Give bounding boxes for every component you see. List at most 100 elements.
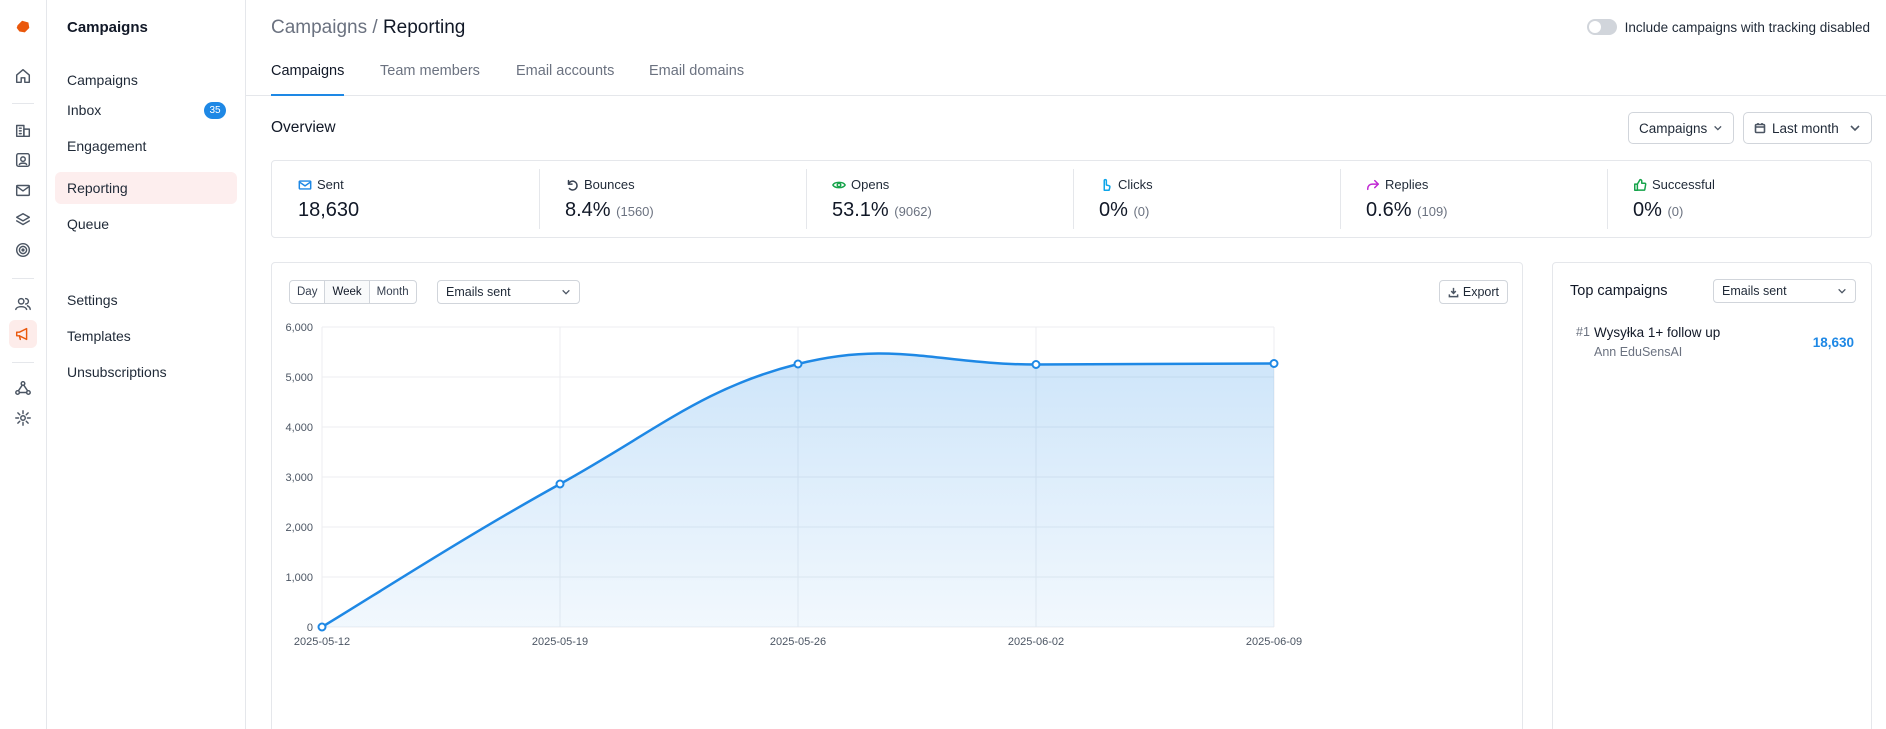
data-point[interactable] bbox=[793, 359, 803, 369]
campaign-name[interactable]: Wysyłka 1+ follow up bbox=[1594, 325, 1721, 340]
sidebar-item-engagement[interactable]: Engagement bbox=[55, 130, 237, 162]
stat-successful: Successful 0% (0) bbox=[1607, 161, 1871, 237]
emails-sent-chart: 0 1,000 2,000 3,000 4,000 5,000 6,000 2025-05-1… bbox=[285, 322, 1302, 648]
granularity-day[interactable]: Day bbox=[290, 281, 326, 303]
logo-icon[interactable] bbox=[9, 13, 37, 41]
chart-metric-value: Emails sent bbox=[446, 285, 511, 299]
stat-divider bbox=[1607, 169, 1608, 229]
sidebar-item-templates[interactable]: Templates bbox=[55, 320, 237, 352]
sidebar-item-inbox[interactable]: Inbox 35 bbox=[55, 94, 237, 126]
chevron-down-icon bbox=[1714, 125, 1722, 131]
stat-value-count: (1560) bbox=[616, 204, 654, 219]
sidebar-item-queue[interactable]: Queue bbox=[55, 208, 237, 240]
target-icon[interactable] bbox=[9, 236, 37, 264]
stat-bounces: Bounces 8.4% (1560) bbox=[539, 161, 806, 237]
tab-team-members[interactable]: Team members bbox=[380, 63, 480, 79]
stat-value-count: (9062) bbox=[894, 204, 932, 219]
campaigns-filter-dropdown[interactable]: Campaigns bbox=[1628, 112, 1734, 144]
stat-value: 0% (0) bbox=[1099, 199, 1149, 222]
sidebar-item-label: Engagement bbox=[67, 138, 147, 154]
y-tick-label: 3,000 bbox=[285, 472, 313, 484]
campaigns-filter-value: Campaigns bbox=[1639, 120, 1708, 136]
chevron-down-icon bbox=[1850, 125, 1860, 132]
sidebar-item-label: Unsubscriptions bbox=[67, 364, 167, 380]
breadcrumb-parent[interactable]: Campaigns bbox=[271, 17, 368, 38]
rail-divider bbox=[12, 103, 34, 104]
granularity-month[interactable]: Month bbox=[376, 286, 409, 298]
main-content: Campaigns / Reporting Include campaigns … bbox=[246, 0, 1886, 729]
chart-metric-dropdown[interactable]: Emails sent bbox=[437, 280, 580, 304]
tab-campaigns[interactable]: Campaigns bbox=[271, 63, 345, 96]
stat-sent: Sent 18,630 bbox=[272, 161, 539, 237]
mail-check-icon[interactable] bbox=[9, 176, 37, 204]
y-tick-label: 6,000 bbox=[285, 322, 313, 334]
stat-value: 0.6% (109) bbox=[1366, 199, 1448, 222]
data-point[interactable] bbox=[1269, 359, 1279, 368]
top-campaigns-title: Top campaigns bbox=[1570, 283, 1668, 299]
stat-value: 18,630 bbox=[298, 199, 359, 222]
stat-value-main: 53.1% bbox=[832, 199, 889, 221]
sidebar-item-label: Inbox bbox=[67, 102, 102, 118]
stat-value-main: 0% bbox=[1099, 199, 1128, 221]
stat-label: Clicks bbox=[1099, 177, 1153, 192]
tab-email-domains[interactable]: Email domains bbox=[649, 63, 745, 79]
stat-label-text: Bounces bbox=[584, 177, 635, 192]
stat-label-text: Opens bbox=[851, 177, 890, 192]
companies-icon[interactable] bbox=[9, 116, 37, 144]
stat-value: 8.4% (1560) bbox=[565, 199, 654, 222]
home-icon[interactable] bbox=[9, 62, 37, 90]
stat-label-text: Successful bbox=[1652, 177, 1715, 192]
x-tick-label: 2025-06-02 bbox=[1008, 636, 1064, 648]
campaign-owner: Ann EduSensAI bbox=[1594, 345, 1683, 359]
stat-label: Sent bbox=[298, 177, 344, 192]
stat-value-count: (109) bbox=[1417, 204, 1448, 219]
y-tick-label: 1,000 bbox=[285, 572, 313, 584]
reply-icon bbox=[1367, 179, 1379, 190]
rail-divider bbox=[12, 362, 34, 363]
sidebar-item-unsubscriptions[interactable]: Unsubscriptions bbox=[55, 356, 237, 388]
report-tabs: Campaigns Team members Email accounts Em… bbox=[246, 50, 1886, 96]
y-tick-label: 2,000 bbox=[285, 522, 313, 534]
sidebar-item-label: Templates bbox=[67, 328, 131, 344]
data-point[interactable] bbox=[1031, 360, 1041, 369]
stat-replies: Replies 0.6% (109) bbox=[1340, 161, 1607, 237]
x-tick-label: 2025-05-12 bbox=[294, 636, 350, 648]
stat-label: Bounces bbox=[565, 177, 635, 192]
top-campaigns-metric-dropdown[interactable]: Emails sent bbox=[1713, 279, 1856, 303]
period-filter-dropdown[interactable]: Last month bbox=[1743, 112, 1872, 144]
sidebar-item-reporting[interactable]: Reporting bbox=[55, 172, 237, 204]
granularity-week[interactable]: Week bbox=[325, 281, 370, 303]
stat-label: Replies bbox=[1366, 177, 1428, 192]
users-icon[interactable] bbox=[9, 290, 37, 318]
campaign-rank: #1 bbox=[1576, 325, 1590, 339]
pointer-icon bbox=[1103, 178, 1111, 191]
tracking-disabled-toggle[interactable] bbox=[1586, 19, 1617, 35]
icon-rail bbox=[0, 0, 47, 729]
chart-card: Day Week Month Emails sent Export 0 1,000… bbox=[271, 262, 1523, 729]
inbox-count-badge: 35 bbox=[204, 102, 226, 119]
download-icon bbox=[1448, 287, 1459, 297]
export-label: Export bbox=[1462, 285, 1499, 299]
sidebar-item-settings[interactable]: Settings bbox=[55, 284, 237, 316]
tab-email-accounts[interactable]: Email accounts bbox=[516, 63, 615, 79]
stat-divider bbox=[539, 169, 540, 229]
sidebar-item-campaigns[interactable]: Campaigns bbox=[55, 64, 237, 96]
tracking-toggle-label: Include campaigns with tracking disabled bbox=[1624, 19, 1870, 35]
gear-icon[interactable] bbox=[9, 404, 37, 432]
top-campaigns-metric-value: Emails sent bbox=[1722, 284, 1787, 298]
stat-value-main: 18,630 bbox=[298, 199, 360, 221]
tracking-toggle-row: Include campaigns with tracking disabled bbox=[1586, 19, 1870, 35]
data-point[interactable] bbox=[555, 479, 565, 489]
export-button[interactable]: Export bbox=[1438, 280, 1508, 304]
stat-value-main: 0% bbox=[1633, 199, 1662, 221]
contacts-icon[interactable] bbox=[9, 146, 37, 174]
layers-icon[interactable] bbox=[9, 206, 37, 234]
eye-icon bbox=[832, 181, 846, 188]
x-tick-label: 2025-05-26 bbox=[770, 636, 826, 648]
integrations-icon[interactable] bbox=[9, 374, 37, 402]
stat-divider bbox=[806, 169, 807, 229]
megaphone-icon[interactable] bbox=[9, 320, 37, 348]
thumbs-up-icon bbox=[1634, 178, 1647, 191]
sidebar-item-label: Campaigns bbox=[67, 72, 138, 88]
data-point[interactable] bbox=[317, 622, 327, 632]
